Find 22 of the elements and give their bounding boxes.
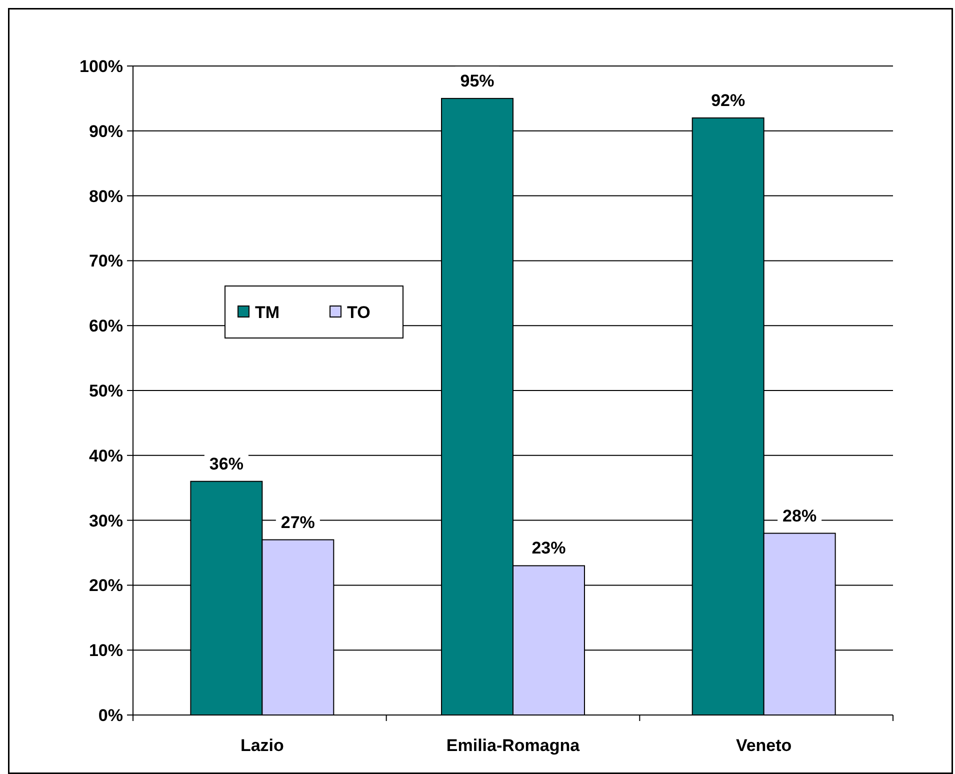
data-label: 92% bbox=[711, 90, 746, 110]
y-tick-label: 20% bbox=[88, 576, 123, 596]
data-label: 36% bbox=[209, 454, 244, 474]
data-label: 95% bbox=[460, 71, 494, 90]
y-tick-label: 0% bbox=[98, 706, 123, 725]
y-tick-label: 50% bbox=[88, 381, 123, 400]
y-tick-label: 10% bbox=[88, 641, 123, 660]
y-tick-label: 40% bbox=[88, 446, 123, 466]
y-tick-label: 70% bbox=[88, 252, 123, 271]
legend-label: TO bbox=[347, 302, 370, 322]
legend-label: TM bbox=[255, 302, 280, 322]
x-tick-label: Lazio bbox=[240, 736, 284, 755]
data-label: 23% bbox=[532, 538, 566, 558]
x-tick-label: Emilia-Romagna bbox=[446, 736, 580, 755]
y-tick-label: 80% bbox=[88, 186, 123, 206]
data-label: 28% bbox=[782, 506, 817, 526]
y-tick-label: 90% bbox=[88, 122, 123, 141]
y-tick-label: 30% bbox=[88, 511, 123, 530]
x-tick-label: Veneto bbox=[736, 736, 792, 755]
y-tick-label: 100% bbox=[80, 56, 123, 76]
y-tick-label: 60% bbox=[88, 316, 123, 336]
data-label: 27% bbox=[280, 512, 315, 532]
